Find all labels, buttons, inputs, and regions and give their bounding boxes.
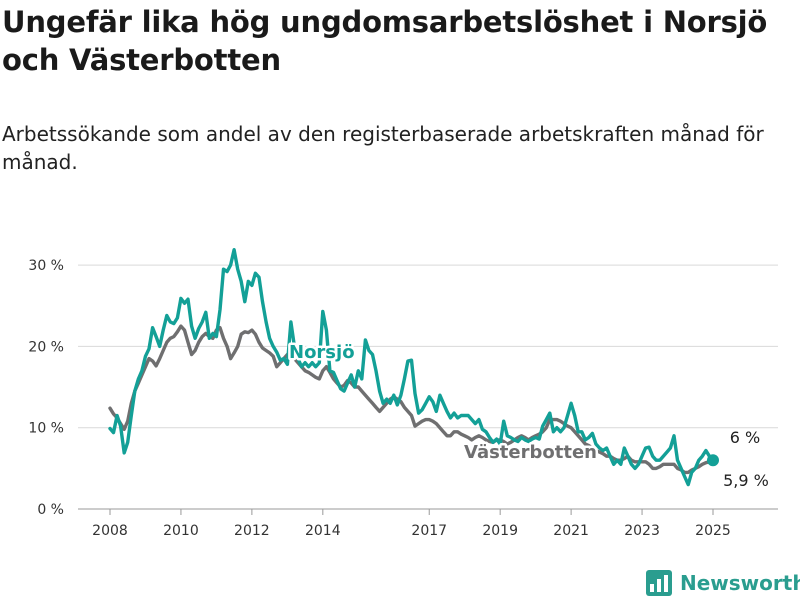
series-label-norsjo: Norsjö (289, 342, 355, 363)
y-tick-label: 0 % (37, 502, 64, 518)
x-tick-label: 2025 (695, 523, 731, 539)
series-lines (108, 248, 719, 487)
x-tick-label: 2014 (305, 523, 341, 539)
y-tick-label: 10 % (28, 421, 64, 437)
series-labels: Norsjö Västerbotten 6 % 5,9 % (287, 340, 771, 493)
brand-name: Newsworthy (680, 571, 800, 595)
bar-chart-logo-icon (646, 570, 672, 596)
norsjo-end-value-label: 6 % (730, 428, 760, 447)
newsworthy-logo: Newsworthy (646, 566, 800, 600)
y-tick-label: 20 % (28, 339, 64, 355)
chart-title: Ungefär lika hög ungdomsarbetslöshet i N… (2, 5, 768, 77)
x-tick-label: 2017 (411, 523, 447, 539)
x-tick-label: 2010 (163, 523, 199, 539)
x-axis-ticks: 2008 2010 2012 2014 2017 2019 2021 2023 2025 (92, 509, 731, 539)
x-tick-label: 2019 (482, 523, 518, 539)
series-label-vasterbotten: Västerbotten (464, 442, 597, 463)
y-axis-ticks: 0 % 10 % 20 % 30 % (28, 258, 64, 518)
series-line-norsj- (108, 248, 715, 487)
x-tick-label: 2008 (92, 523, 128, 539)
norsjo-end-marker (706, 454, 719, 467)
y-tick-label: 30 % (28, 258, 64, 274)
x-tick-label: 2023 (624, 523, 660, 539)
x-tick-label: 2021 (553, 523, 589, 539)
vasterbotten-end-value-label: 5,9 % (723, 471, 769, 490)
chart-subtitle: Arbetssökande som andel av den registerb… (2, 122, 764, 175)
grid-lines (78, 264, 778, 510)
x-tick-label: 2012 (234, 523, 270, 539)
